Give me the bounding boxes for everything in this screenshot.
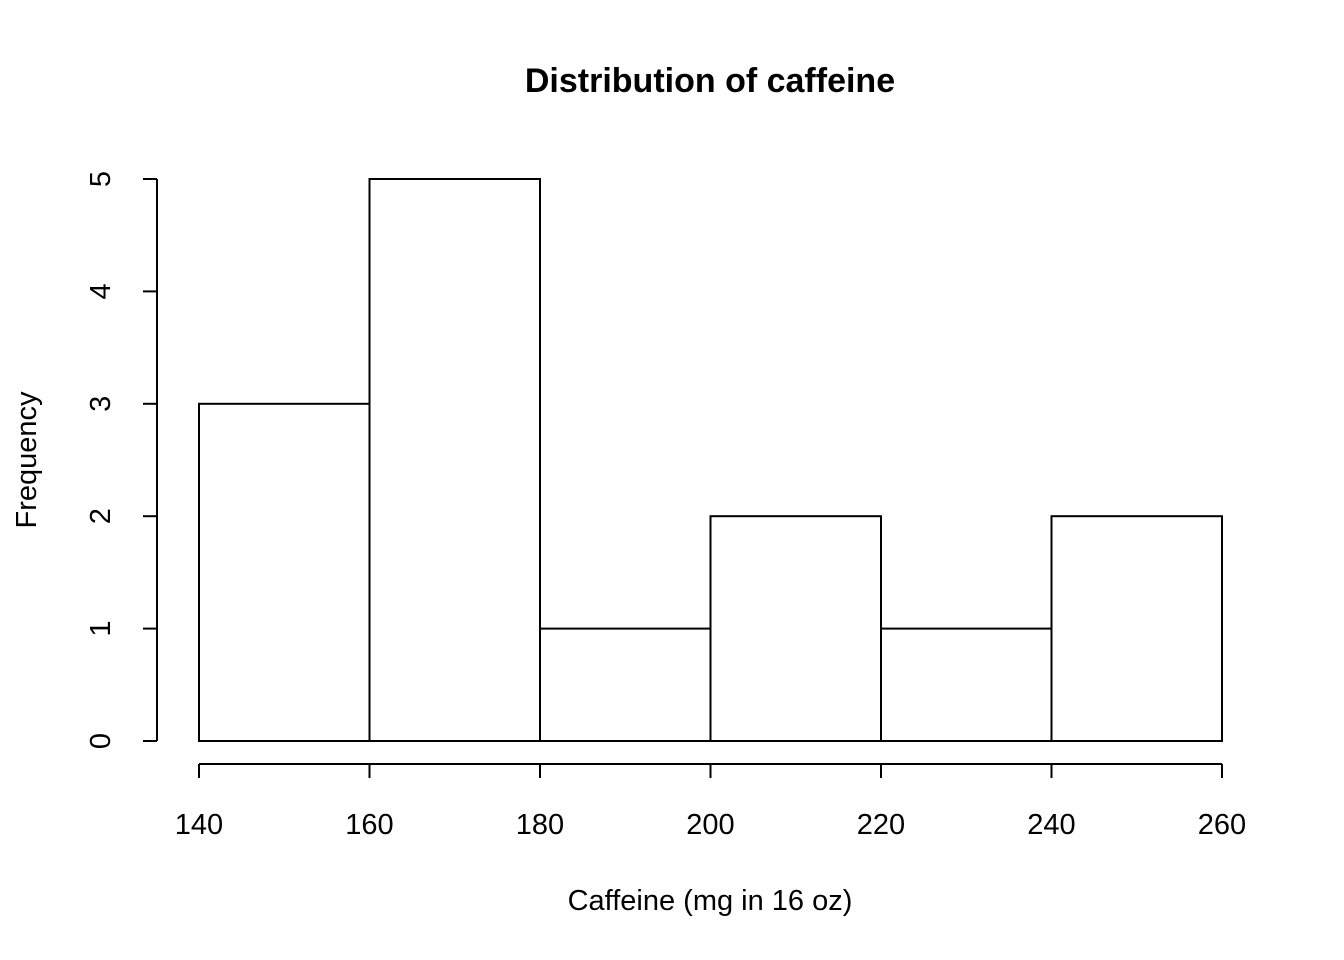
- bars-group: [198, 178, 1223, 743]
- y-tick-label: 4: [85, 283, 117, 299]
- x-tick-label: 220: [857, 809, 905, 841]
- x-tick-label: 180: [516, 809, 564, 841]
- x-tick-label: 160: [345, 809, 393, 841]
- histogram-bar: [709, 515, 882, 743]
- histogram-bar: [1050, 515, 1223, 743]
- y-tick-label: 5: [85, 171, 117, 187]
- x-axis: 140 160 180 200 220 240 260: [175, 763, 1246, 841]
- y-axis: 0 1 2 3 4 5: [85, 171, 158, 749]
- x-tick-label: 240: [1027, 809, 1075, 841]
- y-axis-label: Frequency: [11, 391, 43, 529]
- y-tick-label: 1: [85, 621, 117, 637]
- histogram-bar: [880, 627, 1053, 742]
- histogram-bar: [539, 627, 712, 742]
- y-tick-label: 2: [85, 508, 117, 524]
- x-tick-label: 140: [175, 809, 223, 841]
- x-tick-label: 260: [1198, 809, 1246, 841]
- x-axis-label: Caffeine (mg in 16 oz): [568, 885, 853, 917]
- histogram-bar: [368, 178, 541, 742]
- x-tick-label: 200: [686, 809, 734, 841]
- chart-title: Distribution of caffeine: [525, 62, 895, 100]
- y-tick-label: 3: [85, 396, 117, 412]
- histogram-bar: [198, 402, 371, 742]
- y-tick-label: 0: [85, 733, 117, 749]
